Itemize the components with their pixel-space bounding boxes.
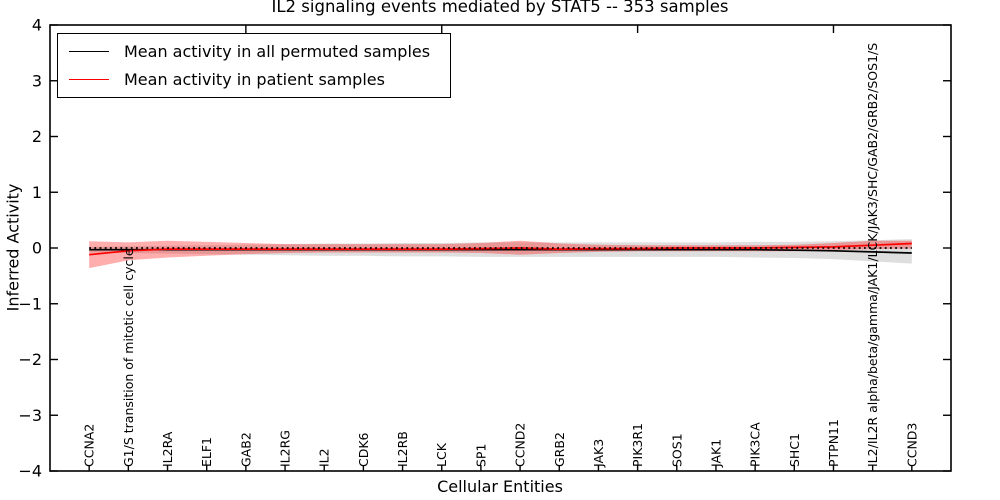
x-tick-label: JAK1 [709,439,724,468]
x-tick-label: PTPN11 [826,419,841,467]
legend-label-permuted: Mean activity in all permuted samples [124,42,431,62]
x-tick-label: ELF1 [199,437,214,467]
x-tick-label: SOS1 [669,433,684,467]
y-tick-label: 4 [32,16,42,35]
y-tick-label: 3 [32,71,42,90]
x-axis-label: Cellular Entities [437,477,563,496]
x-tick-label: PIK3R1 [630,423,645,467]
x-tick-label: GRB2 [552,432,567,467]
legend-item-permuted: Mean activity in all permuted samples [69,42,450,61]
legend-line-sample-red [69,78,109,80]
x-tick-label: IL2RG [278,430,293,467]
x-tick-label: IL2RA [160,431,175,467]
x-tick-label: PIK3CA [748,422,763,467]
x-tick-label: CCND3 [904,423,919,467]
y-tick-label: −2 [18,350,42,369]
legend-item-patient: Mean activity in patient samples [69,70,450,89]
permuted-range-band [89,239,912,264]
x-tick-label: GAB2 [238,432,253,467]
x-tick-label: IL2RB [395,431,410,467]
y-tick-label: −4 [18,462,42,481]
legend-line-sample-black [69,51,109,53]
y-tick-label: 1 [32,183,42,202]
legend-label-patient: Mean activity in patient samples [124,69,385,89]
chart-title: IL2 signaling events mediated by STAT5 -… [271,0,729,16]
x-tick-label: CDK6 [356,432,371,467]
x-tick-label: SHC1 [787,433,802,467]
x-tick-label: CCND2 [513,423,528,467]
y-tick-label: 2 [32,127,42,146]
x-tick-label: CCNA2 [82,424,97,467]
y-axis-label: Inferred Activity [3,183,23,312]
x-tick-label: JAK3 [591,439,606,468]
x-tick-label: IL2 [317,448,332,467]
x-tick-label: LCK [434,442,449,467]
y-tick-label: 0 [32,239,42,258]
legend: Mean activity in all permuted samples Me… [57,33,451,98]
y-tick-label: −3 [18,406,42,425]
x-tick-label: IL2/IL2R alpha/beta/gamma/JAK1/LCK/JAK3/… [865,43,880,467]
x-tick-label: SP1 [473,444,488,467]
y-tick-label: −1 [18,294,42,313]
x-tick-label: G1/S transition of mitotic cell cycle [121,248,136,467]
